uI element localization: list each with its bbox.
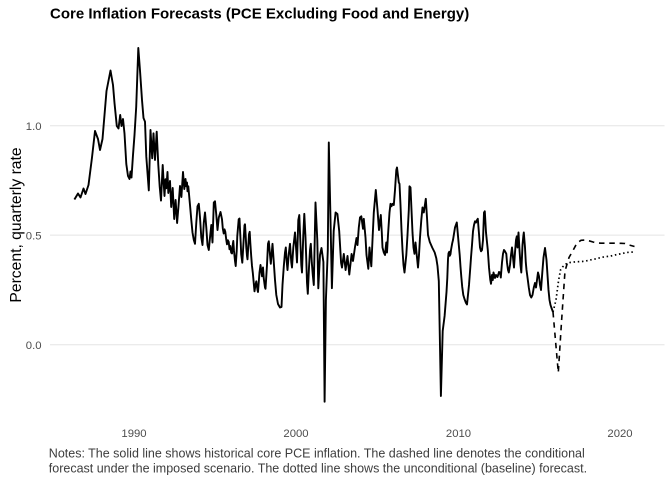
svg-text:1.0: 1.0	[26, 121, 42, 133]
svg-text:1990: 1990	[121, 428, 146, 440]
svg-text:0.5: 0.5	[26, 230, 42, 242]
svg-text:Percent, quarterly rate: Percent, quarterly rate	[8, 147, 25, 302]
svg-text:Notes: The solid line shows hi: Notes: The solid line shows historical c…	[49, 447, 585, 461]
svg-text:2000: 2000	[283, 428, 308, 440]
svg-text:2010: 2010	[446, 428, 471, 440]
svg-text:0.0: 0.0	[26, 340, 42, 352]
svg-text:forecast under the imposed sce: forecast under the imposed scenario. The…	[49, 461, 587, 475]
svg-text:2020: 2020	[607, 428, 632, 440]
svg-text:Core Inflation Forecasts (PCE: Core Inflation Forecasts (PCE Excluding …	[50, 6, 469, 23]
